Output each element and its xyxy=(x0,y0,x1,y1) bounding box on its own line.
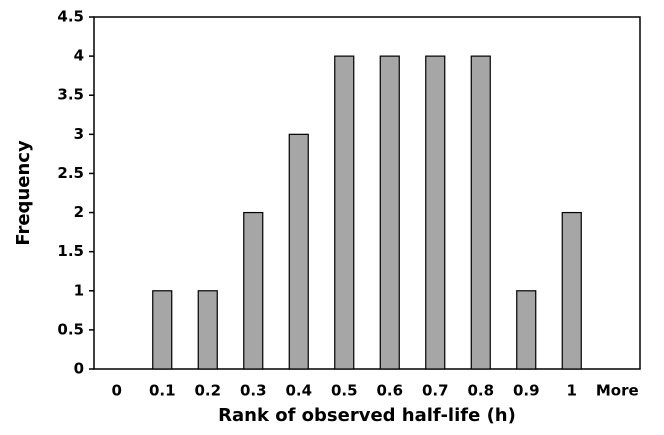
x-tick-label: 0.9 xyxy=(513,382,540,400)
bar xyxy=(425,55,446,370)
bar xyxy=(561,211,582,370)
y-tick-label: 4 xyxy=(74,47,84,65)
plot-frame xyxy=(93,16,641,370)
y-tick-label: 0 xyxy=(74,360,84,378)
bar xyxy=(379,55,400,370)
y-tick-label: 3.5 xyxy=(57,86,84,104)
y-tick-label: 2.5 xyxy=(57,164,84,182)
x-tick-label: 0.1 xyxy=(149,382,176,400)
x-tick-label: 0.2 xyxy=(194,382,221,400)
bar xyxy=(334,55,355,370)
x-tick-label: 0.3 xyxy=(240,382,267,400)
bar xyxy=(197,290,218,370)
y-tick-label: 0.5 xyxy=(57,320,84,338)
x-axis-title: Rank of observed half-life (h) xyxy=(218,405,516,426)
x-tick-label: 1 xyxy=(567,382,577,400)
bar xyxy=(288,133,309,370)
y-tick-label: 1 xyxy=(74,281,84,299)
bar xyxy=(516,290,537,370)
x-tick-label: 0.5 xyxy=(331,382,358,400)
y-tick-label: 3 xyxy=(74,125,84,143)
x-tick-label: 0.8 xyxy=(467,382,494,400)
y-tick-label: 1.5 xyxy=(57,242,84,260)
y-tick-label: 4.5 xyxy=(57,8,84,26)
y-axis-title: Frequency xyxy=(13,140,34,246)
x-tick-label: 0.6 xyxy=(376,382,403,400)
bar xyxy=(243,211,264,370)
x-tick-label: 0 xyxy=(112,382,122,400)
bar xyxy=(152,290,173,370)
x-tick-label: 0.4 xyxy=(285,382,312,400)
bar xyxy=(470,55,491,370)
y-tick-label: 2 xyxy=(74,203,84,221)
x-tick-label: 0.7 xyxy=(422,382,449,400)
x-tick-label: More xyxy=(596,382,639,400)
